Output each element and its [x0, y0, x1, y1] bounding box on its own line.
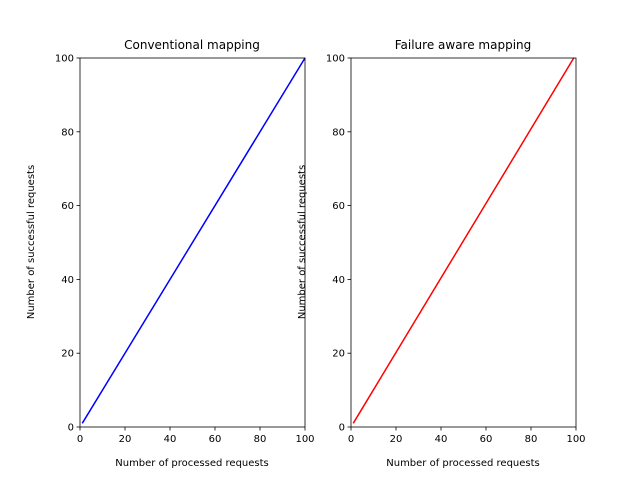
y-tick-label: 60 [332, 201, 345, 212]
y-tick-label: 40 [61, 275, 74, 286]
x-tick-label: 100 [566, 434, 585, 445]
x-tick-label: 100 [295, 434, 314, 445]
x-tick-label: 60 [480, 434, 493, 445]
subplot-failure-aware-mapping: Failure aware mapping Number of processe… [297, 38, 586, 469]
y-axis-label: Number of successful requests [26, 165, 37, 319]
plot-area: 0 20 40 60 80 100 0 20 40 60 80 100 [326, 54, 586, 446]
x-tick-label: 40 [164, 434, 177, 445]
y-tick-label: 80 [332, 127, 345, 138]
y-tick-label: 100 [55, 54, 74, 65]
plot-area: 0 20 40 60 80 100 0 20 40 60 80 100 [55, 54, 315, 446]
x-tick-label: 20 [119, 434, 132, 445]
y-tick-label: 0 [339, 423, 345, 434]
y-tick-label: 40 [332, 275, 345, 286]
y-tick-label: 80 [61, 127, 74, 138]
x-tick-label: 80 [254, 434, 267, 445]
x-tick-label: 0 [348, 434, 354, 445]
chart-title: Failure aware mapping [395, 38, 532, 52]
x-tick-label: 60 [209, 434, 222, 445]
y-tick-label: 60 [61, 201, 74, 212]
y-tick-label: 0 [68, 423, 74, 434]
x-tick-label: 0 [77, 434, 83, 445]
x-tick-label: 40 [435, 434, 448, 445]
series-line-0 [81, 57, 306, 424]
series-line-0 [352, 57, 575, 424]
x-axis-label: Number of processed requests [386, 458, 540, 469]
chart-title: Conventional mapping [124, 38, 260, 52]
x-tick-label: 20 [390, 434, 403, 445]
y-tick-label: 100 [326, 54, 345, 65]
axes-frame [350, 57, 577, 428]
subplot-conventional-mapping: Conventional mapping Number of processed… [26, 38, 315, 469]
y-tick-label: 20 [61, 349, 74, 360]
y-axis-label: Number of successful requests [297, 165, 308, 319]
y-tick-label: 20 [332, 349, 345, 360]
axes-frame [79, 57, 306, 428]
x-tick-label: 80 [525, 434, 538, 445]
x-axis-label: Number of processed requests [115, 458, 269, 469]
